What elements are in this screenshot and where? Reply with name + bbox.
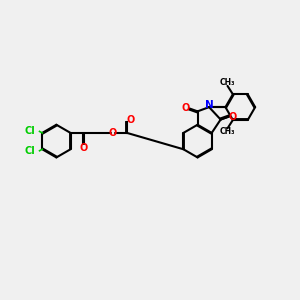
Text: N: N	[205, 100, 214, 110]
Text: O: O	[80, 143, 88, 153]
Text: CH₃: CH₃	[220, 127, 235, 136]
Text: CH₃: CH₃	[220, 79, 235, 88]
Text: Cl: Cl	[25, 146, 36, 156]
Text: O: O	[126, 115, 135, 125]
Text: O: O	[182, 103, 190, 113]
Text: O: O	[228, 112, 237, 122]
Text: O: O	[109, 128, 117, 138]
Text: Cl: Cl	[25, 126, 36, 136]
